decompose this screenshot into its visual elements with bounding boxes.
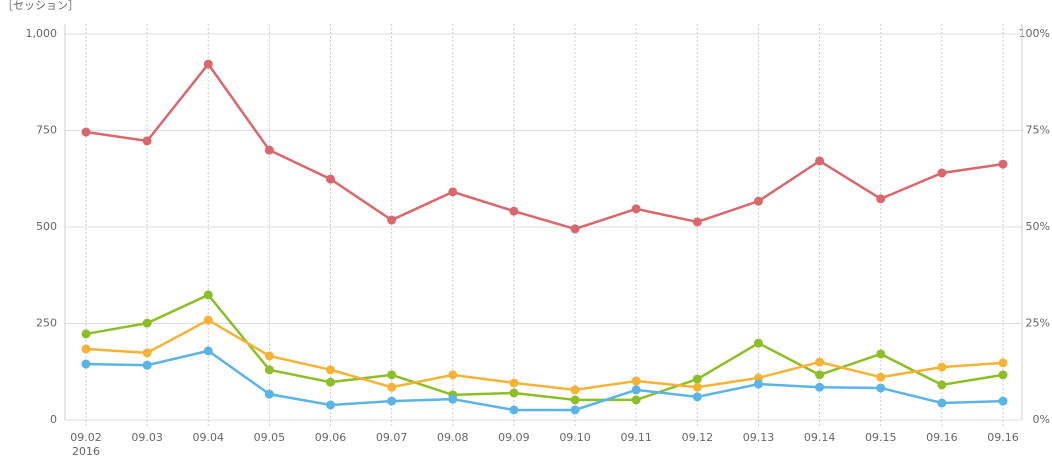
data-point [264,145,274,155]
data-point [142,136,152,146]
series-line [85,318,1004,392]
data-point [570,395,580,405]
data-point [692,217,702,227]
data-point [326,400,336,410]
series-line [85,349,1004,412]
x-tick-label: 09.07 [376,431,408,444]
x-tick-label: 09.11 [620,431,652,444]
series-line [85,62,1004,231]
data-point [815,357,825,367]
x-tick-label: 09.09 [498,431,530,444]
data-point [876,383,886,393]
data-point [876,194,886,204]
data-point [815,156,825,166]
y-tick-label: 750 [36,124,57,137]
y-tick-label: 250 [36,317,57,330]
data-point [753,379,763,389]
y-tick-label: 1,000 [26,27,58,40]
y2-tick-label: 75% [1026,124,1050,137]
y-tick-label: 500 [36,220,57,233]
data-point [692,392,702,402]
data-point [815,370,825,380]
x-tick-label: 09.04 [193,431,225,444]
data-point [876,372,886,382]
data-point [631,376,641,386]
data-point [387,215,397,225]
data-point [998,396,1008,406]
data-point [815,382,825,392]
data-point [264,389,274,399]
data-point [509,378,519,388]
data-point [509,405,519,415]
data-point [326,377,336,387]
y2-tick-label: 25% [1026,317,1050,330]
x-tick-label: 09.13 [743,431,775,444]
data-point [264,351,274,361]
data-point [448,187,458,197]
data-point [937,398,947,408]
series-line [85,293,1004,402]
data-point [570,405,580,415]
data-point [937,168,947,178]
data-point [81,329,91,339]
data-point [387,396,397,406]
data-point [937,380,947,390]
data-point [631,385,641,395]
data-point [692,374,702,384]
x-tick-label: 09.05 [254,431,286,444]
data-point [264,365,274,375]
x-tick-label: 09.15 [865,431,897,444]
data-point [203,59,213,69]
y2-tick-label: 100% [1019,27,1050,40]
data-point [448,370,458,380]
data-point [203,346,213,356]
data-point [81,344,91,354]
x-tick-label: 09.14 [804,431,836,444]
data-point [753,373,763,383]
x-tick-label: 09.16 [987,431,1019,444]
y2-tick-label: 50% [1026,220,1050,233]
data-point [142,348,152,358]
data-point [448,394,458,404]
data-point [81,127,91,137]
data-point [753,196,763,206]
data-point [81,359,91,369]
data-point [631,204,641,214]
data-point [387,370,397,380]
data-point [387,382,397,392]
data-point [876,349,886,359]
x-tick-label: 09.03 [131,431,163,444]
data-point [631,395,641,405]
x-tick-label: 09.06 [315,431,347,444]
data-point [203,290,213,300]
y-tick-label: 0 [50,413,57,426]
data-point [142,318,152,328]
x-tick-label: 09.08 [437,431,469,444]
data-point [692,382,702,392]
x-tick-label: 09.16 [926,431,958,444]
data-point [142,360,152,370]
data-point [998,159,1008,169]
data-point [937,362,947,372]
data-point [998,370,1008,380]
x-tick-label: 09.02 [70,431,102,444]
x-tick-label: 09.10 [559,431,591,444]
y2-tick-label: 0% [1033,413,1050,426]
data-point [753,338,763,348]
data-point [326,365,336,375]
data-point [509,206,519,216]
chart-title: ［セッション］ [2,0,79,12]
data-point [326,174,336,184]
x-tick-label: 09.12 [682,431,714,444]
data-point [570,385,580,395]
data-point [203,315,213,325]
data-point [570,224,580,234]
x-year-label: 2016 [72,445,100,458]
data-point [509,388,519,398]
data-point [998,358,1008,368]
